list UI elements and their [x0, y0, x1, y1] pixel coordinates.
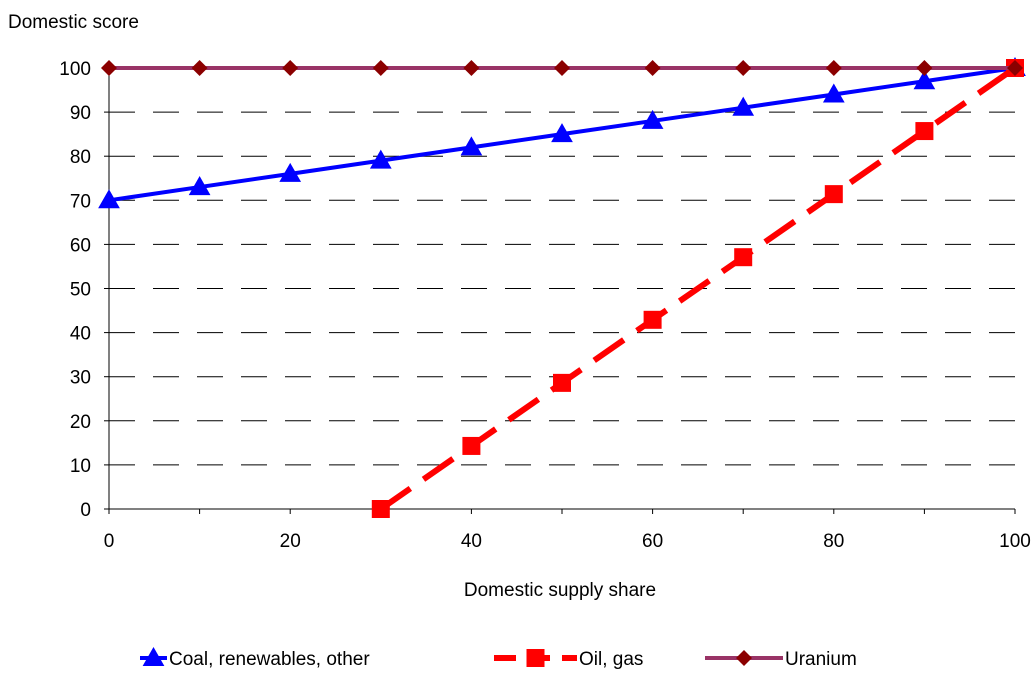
data-point — [641, 109, 664, 129]
legend-label: Coal, renewables, other — [169, 649, 370, 670]
x-tick-label: 0 — [104, 531, 115, 552]
y-tick-label: 20 — [70, 412, 91, 433]
data-point — [191, 60, 208, 76]
y-tick-label: 80 — [70, 147, 91, 168]
y-axis-title: Domestic score — [8, 12, 139, 33]
legend-label: Uranium — [785, 649, 857, 670]
data-point — [1007, 60, 1023, 76]
legend-marker — [142, 646, 165, 666]
data-point — [735, 60, 752, 76]
data-point — [554, 60, 570, 76]
series-plot — [98, 56, 1026, 518]
data-point — [98, 189, 120, 209]
y-tick-label: 40 — [70, 324, 91, 345]
data-point — [644, 60, 661, 76]
data-point — [551, 123, 573, 143]
y-tick-label: 90 — [70, 103, 91, 124]
data-point — [825, 60, 842, 76]
legend: Coal, renewables, other Oil, gas Uranium — [140, 646, 857, 670]
data-point — [732, 96, 755, 116]
data-point — [463, 60, 480, 76]
y-tick-label: 60 — [70, 235, 91, 256]
data-point — [188, 176, 211, 196]
y-tick-label: 100 — [59, 59, 91, 80]
series-line — [379, 65, 1017, 512]
data-point — [372, 60, 389, 76]
data-point — [643, 310, 662, 329]
series-2 — [101, 60, 1023, 76]
data-point — [822, 83, 845, 103]
data-point — [279, 162, 302, 182]
legend-marker — [736, 650, 752, 666]
y-tick-label: 50 — [70, 280, 91, 301]
data-point — [282, 60, 299, 76]
data-point — [460, 136, 483, 156]
data-point — [734, 248, 753, 267]
x-tick-label: 100 — [999, 531, 1031, 552]
data-point — [916, 60, 933, 76]
legend-item: Uranium — [705, 649, 857, 670]
x-tick-label: 80 — [823, 531, 844, 552]
x-axis-title: Domestic supply share — [464, 580, 656, 601]
data-point — [915, 122, 934, 141]
data-point — [462, 436, 481, 455]
legend-item: Coal, renewables, other — [140, 646, 370, 670]
axis-labels: Domestic score Domestic supply share — [8, 12, 656, 601]
legend-label: Oil, gas — [579, 649, 643, 670]
y-tick-label: 0 — [80, 500, 91, 521]
data-point — [553, 373, 571, 392]
x-tick-label: 20 — [280, 531, 301, 552]
data-point — [824, 185, 843, 204]
series-1 — [371, 59, 1024, 518]
data-point — [369, 149, 392, 169]
data-point — [371, 500, 390, 518]
y-tick-label: 30 — [70, 368, 91, 389]
y-tick-label: 70 — [70, 191, 91, 212]
legend-item: Oil, gas — [494, 649, 643, 670]
x-tick-label: 60 — [642, 531, 663, 552]
y-tick-label: 10 — [70, 456, 91, 477]
series-0 — [98, 56, 1026, 209]
axes: 0 10 20 30 40 50 60 70 80 90 100 0 20 40 60 80 100 — [59, 59, 1031, 552]
x-tick-label: 40 — [461, 531, 482, 552]
data-point — [101, 60, 117, 76]
legend-marker — [526, 649, 545, 667]
data-point — [913, 70, 936, 90]
